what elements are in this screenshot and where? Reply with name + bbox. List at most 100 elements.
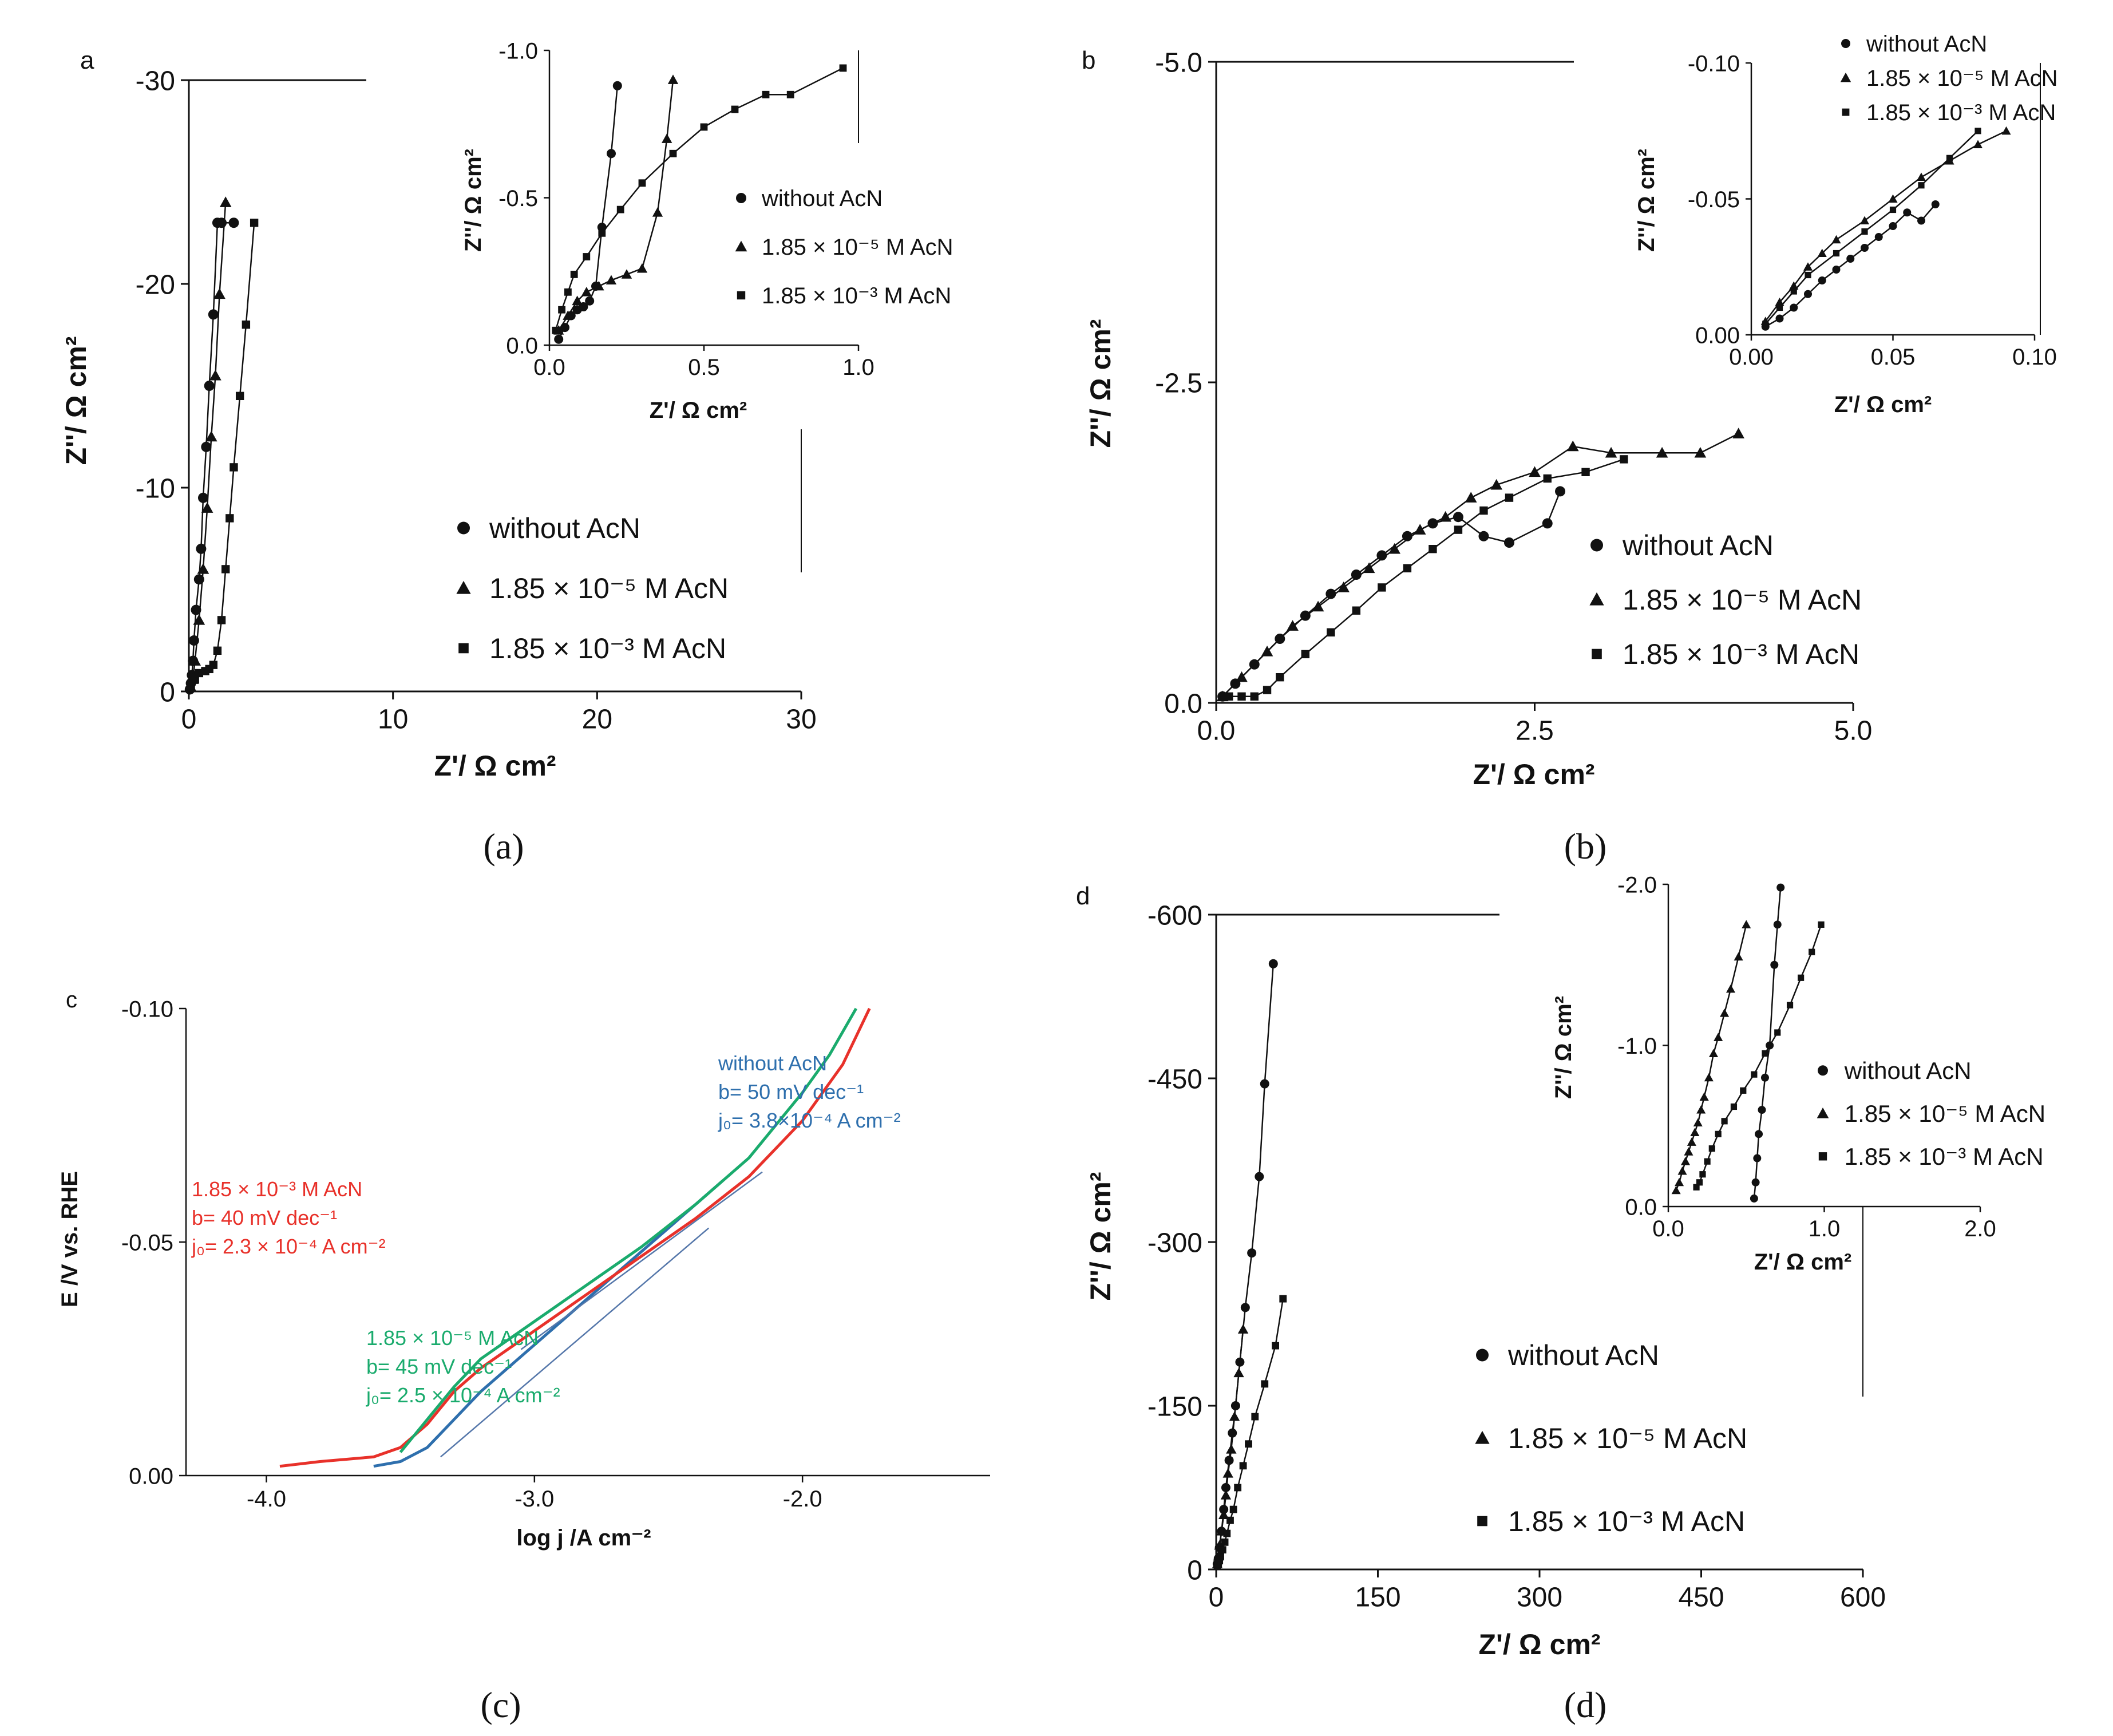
data-point <box>1250 692 1259 701</box>
data-point <box>1620 455 1628 464</box>
data-point <box>1581 468 1590 476</box>
data-point <box>1973 140 1983 148</box>
data-point <box>667 74 679 84</box>
data-point <box>228 218 239 228</box>
data-point <box>1790 288 1797 295</box>
x-tick-label: 0 <box>181 704 197 734</box>
data-point <box>1439 511 1452 522</box>
x-tick-label: 0.00 <box>1729 345 1774 370</box>
y-tick-label: -10 <box>136 473 175 504</box>
data-point <box>1325 588 1336 599</box>
x-tick-label: 0.0 <box>1197 715 1236 746</box>
y-axis-title: Z''/ Ω cm² <box>1085 319 1117 448</box>
x-tick-label: 2.0 <box>1964 1216 1996 1241</box>
data-point <box>786 90 794 98</box>
data-point <box>1832 266 1841 274</box>
legend-entry: without AcN <box>489 512 640 544</box>
polarization-curve <box>399 1007 858 1453</box>
x-axis-title: log j /A cm⁻² <box>516 1525 651 1551</box>
data-point <box>554 334 564 344</box>
data-point <box>1916 172 1926 181</box>
y-tick-label: 0 <box>160 677 175 707</box>
data-point <box>552 326 560 334</box>
panel-caption: (b) <box>1564 826 1607 867</box>
annotation-text: j₀= 3.8×10⁻⁴ A cm⁻² <box>718 1109 901 1132</box>
data-point <box>1240 1303 1250 1312</box>
legend-entry: without AcN <box>1866 31 1987 57</box>
y-tick-label: -0.5 <box>498 186 538 211</box>
data-point <box>1555 486 1566 497</box>
legend-marker <box>735 240 747 252</box>
data-point <box>1734 952 1743 961</box>
data-point <box>1221 1538 1229 1546</box>
panel-corner-label: d <box>1076 882 1090 910</box>
data-point <box>193 614 205 625</box>
legend-entry: 1.85 × 10⁻⁵ M AcN <box>762 235 953 260</box>
data-point <box>1542 518 1553 529</box>
data-point <box>2001 126 2011 135</box>
data-point <box>1479 506 1488 515</box>
data-point <box>1708 1145 1715 1152</box>
data-point <box>1218 1509 1229 1520</box>
data-point <box>1261 646 1273 657</box>
panel-b: b 0.0 2.5 5.0 0.0 -2.5 -5.0 Z'/ Ω cm² Z''/ Ω cm²… <box>1082 31 2058 867</box>
y-tick-label: 0.0 <box>1625 1195 1657 1220</box>
inset-a: 0.0 0.5 1.0 0.0 -0.5 -1.0 Z'/ Ω cm² Z''/ Ω cm² w… <box>461 38 953 572</box>
data-point <box>1287 620 1299 631</box>
y-tick-label: 0.0 <box>1164 689 1202 719</box>
data-point <box>1833 250 1840 257</box>
data-point <box>1888 194 1898 203</box>
data-point <box>1776 304 1783 311</box>
legend-entry: 1.85 × 10⁻³ M AcN <box>762 283 951 309</box>
data-point <box>242 321 251 329</box>
legend-marker <box>737 291 746 300</box>
data-point <box>197 492 208 503</box>
y-tick-label: -0.05 <box>121 1230 173 1255</box>
data-point <box>1222 1468 1233 1478</box>
data-point <box>1694 446 1707 458</box>
annotation-text: without AcN <box>718 1051 827 1075</box>
data-point <box>1236 671 1248 682</box>
data-point <box>1677 1166 1687 1175</box>
data-point <box>700 123 708 131</box>
legend-entry: 1.85 × 10⁻³ M AcN <box>1623 638 1859 670</box>
data-point <box>191 604 201 615</box>
data-point <box>1229 1411 1240 1421</box>
y-tick-label: -20 <box>136 270 175 300</box>
data-point <box>1478 531 1489 541</box>
data-point <box>1696 1179 1703 1186</box>
x-tick-label: 1.0 <box>1809 1216 1841 1241</box>
legend-marker <box>1589 592 1604 606</box>
y-axis-title: Z''/ Ω cm² <box>60 337 92 465</box>
data-point <box>1775 314 1784 323</box>
data-point <box>1755 1130 1763 1138</box>
data-point <box>201 502 213 513</box>
data-point <box>1217 1552 1224 1560</box>
data-point <box>1680 1157 1691 1165</box>
legend-marker <box>1592 648 1602 659</box>
data-point <box>197 563 209 574</box>
data-point <box>217 616 226 624</box>
data-point <box>201 441 212 452</box>
data-point <box>581 287 592 296</box>
panel-a: a 0 10 20 30 0 -10 -20 -30 Z'/ Ω cm² Z''/ Ω cm² wit… <box>60 38 953 867</box>
legend-marker <box>1590 539 1603 552</box>
data-point <box>1223 1529 1231 1537</box>
legend-marker <box>457 521 470 535</box>
data-point <box>1239 1462 1247 1470</box>
data-point <box>229 463 238 472</box>
data-point <box>1789 281 1799 290</box>
legend-entry: 1.85 × 10⁻³ M AcN <box>1508 1505 1745 1537</box>
annotation-text: j₀= 2.3 × 10⁻⁴ A cm⁻² <box>191 1235 386 1258</box>
panel-corner-label: c <box>66 987 77 1013</box>
data-point <box>1268 959 1278 968</box>
data-point <box>1831 235 1841 244</box>
inset-b: 0.00 0.05 0.10 0.00 -0.05 -0.10 Z'/ Ω cm² Z''/ … <box>1634 31 2058 417</box>
data-point <box>1543 474 1552 483</box>
data-point <box>1715 1130 1722 1137</box>
legend-entry: without AcN <box>761 186 883 211</box>
series-fit-line <box>1229 458 1624 698</box>
data-point <box>1566 440 1579 452</box>
data-point <box>1656 446 1668 458</box>
data-point <box>636 263 648 273</box>
